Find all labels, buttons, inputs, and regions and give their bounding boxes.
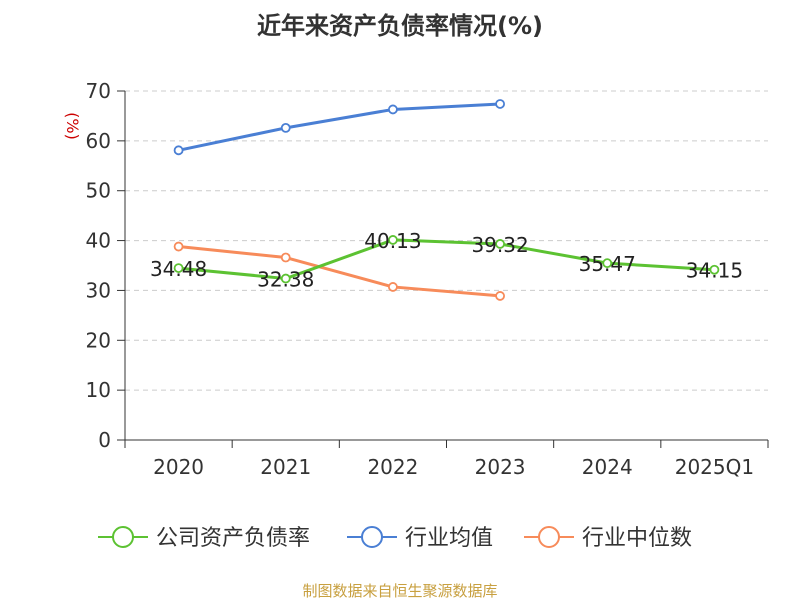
y-tick-label: 70 [86, 79, 111, 103]
legend-marker [361, 526, 383, 548]
y-tick-label: 60 [86, 129, 111, 153]
x-tick-label: 2023 [475, 455, 526, 479]
y-tick-label: 50 [86, 179, 111, 203]
data-label: 32.38 [257, 268, 314, 292]
data-point [280, 252, 291, 263]
data-label: 34.48 [150, 257, 207, 281]
legend-label: 公司资产负债率 [156, 526, 310, 551]
data-point [388, 235, 398, 245]
grid-lines [125, 90, 768, 391]
series-line [178, 245, 501, 298]
y-tick-label: 30 [86, 278, 111, 302]
data-point [388, 104, 398, 115]
series-lines [173, 99, 720, 301]
x-tick-label: 2025Q1 [675, 455, 754, 479]
legend: 公司资产负债率 行业均值 行业中位数 [98, 526, 692, 551]
data-point [495, 239, 505, 249]
data-point [280, 273, 291, 284]
chart-title: 近年来资产负债率情况(%) [257, 12, 543, 40]
y-tick-label: 0 [98, 428, 111, 452]
x-tick-label: 2020 [153, 455, 204, 479]
series-line [178, 102, 501, 152]
data-point [173, 241, 184, 252]
y-tick-label: 40 [86, 229, 111, 253]
data-point [602, 258, 613, 269]
data-point [173, 263, 184, 273]
data-point [709, 264, 720, 275]
legend-label: 行业中位数 [582, 526, 692, 551]
legend-marker [112, 526, 134, 548]
axes: 0 10 20 30 40 50 60 70(%) 2020 2021 2022 2023 2024 20… [63, 79, 769, 479]
x-tick-label: 2021 [260, 455, 311, 479]
legend-label: 行业均值 [405, 526, 493, 551]
y-axis-label: (%) [63, 112, 82, 140]
data-label: 35.47 [579, 252, 636, 276]
data-label: 39.32 [471, 233, 528, 257]
data-point [495, 291, 505, 301]
data-point [388, 282, 398, 292]
y-tick-label: 10 [86, 378, 111, 402]
data-label: 40.13 [364, 229, 421, 253]
legend-marker [538, 526, 560, 548]
data-label: 34.15 [686, 259, 743, 283]
source-note: 制图数据来自恒生聚源数据库 [302, 582, 498, 600]
x-tick-label: 2024 [582, 455, 633, 479]
data-labels: 34.48 32.38 40.13 39.32 35.47 34.15 [150, 229, 743, 292]
data-point [173, 145, 184, 156]
x-tick-label: 2022 [367, 455, 418, 479]
data-point [280, 122, 291, 133]
data-point [495, 99, 505, 109]
series-line [178, 238, 715, 281]
y-tick-label: 20 [86, 328, 111, 352]
